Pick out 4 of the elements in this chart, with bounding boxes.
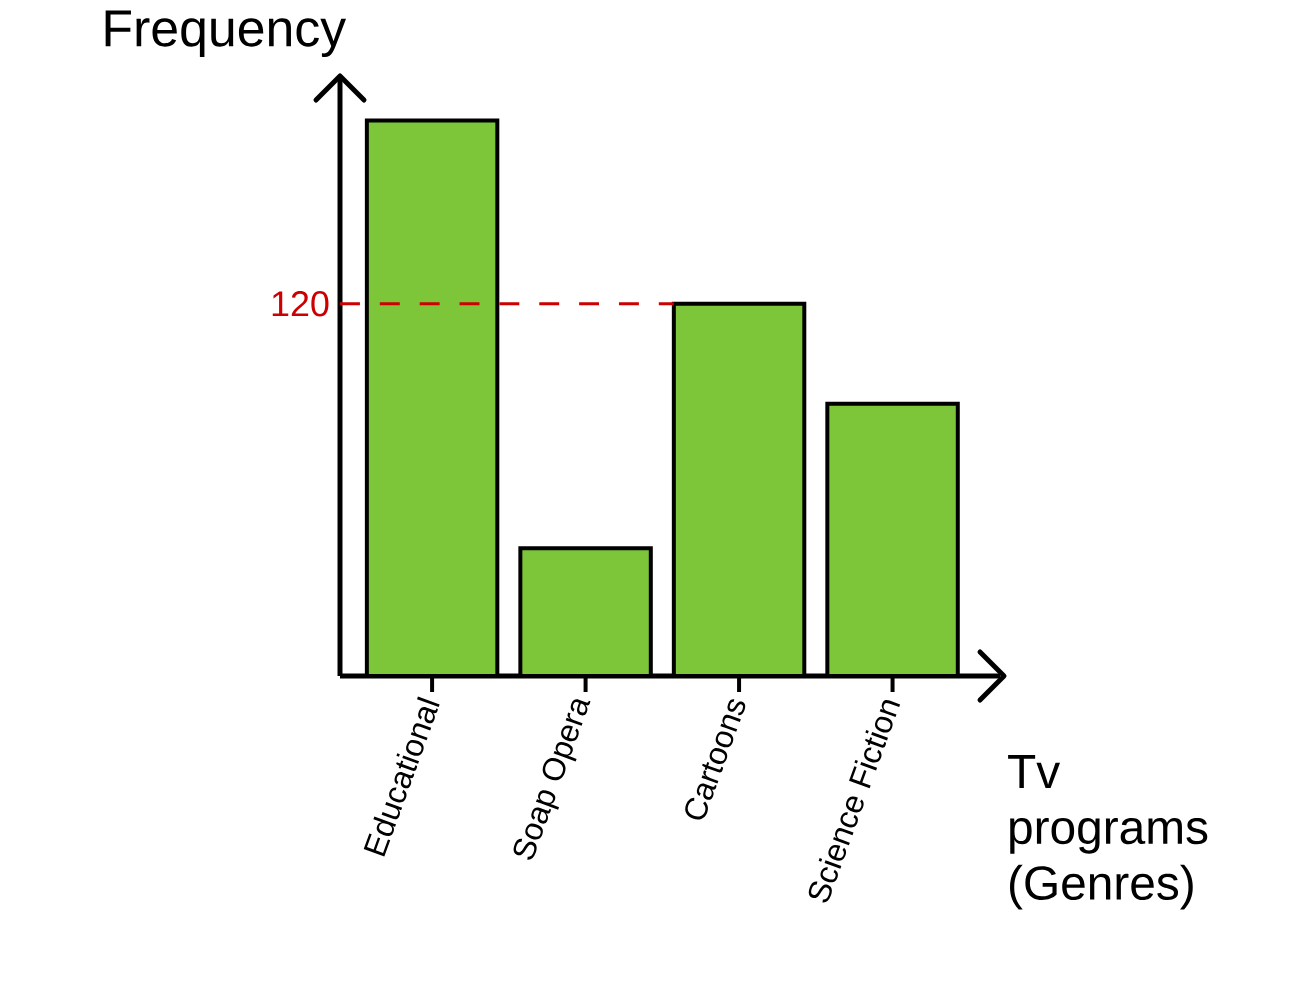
x-axis-title: Tv programs (Genres)	[1008, 755, 1208, 910]
text: 120	[272, 291, 329, 317]
x-tick-label: Soap Opera	[513, 699, 591, 860]
y-axis-title: Frequency	[105, 10, 347, 57]
